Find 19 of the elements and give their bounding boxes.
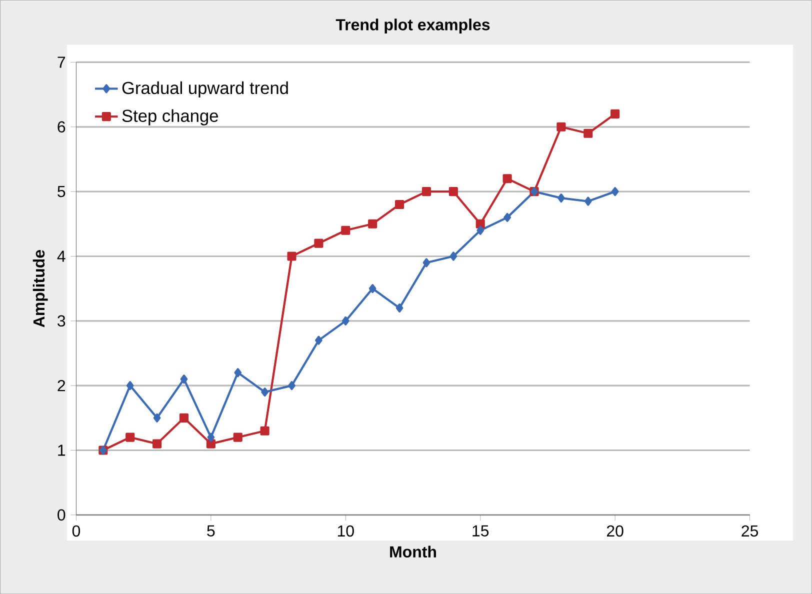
- legend-label: Gradual upward trend: [122, 81, 288, 98]
- x-tick-label: 0: [72, 525, 80, 537]
- chart-title: Trend plot examples: [336, 18, 490, 34]
- y-tick-label: 0: [58, 509, 66, 521]
- y-tick-label: 3: [58, 315, 66, 326]
- y-tick-label: 2: [58, 380, 66, 392]
- x-tick-label: 15: [472, 525, 489, 536]
- x-tick-label: 25: [742, 525, 758, 537]
- y-tick-label: 1: [58, 444, 66, 456]
- y-axis-title: Amplitude: [32, 250, 48, 328]
- x-tick-label: 10: [338, 525, 354, 537]
- x-tick-label: 20: [606, 525, 624, 537]
- y-tick-label: 5: [58, 186, 66, 198]
- legend-label: Step change: [122, 109, 218, 126]
- y-tick-label: 7: [58, 56, 66, 68]
- y-tick-label: 6: [58, 121, 66, 132]
- x-axis-title: Month: [390, 546, 436, 558]
- x-tick-label: 5: [207, 525, 215, 536]
- y-tick-label: 4: [57, 250, 66, 262]
